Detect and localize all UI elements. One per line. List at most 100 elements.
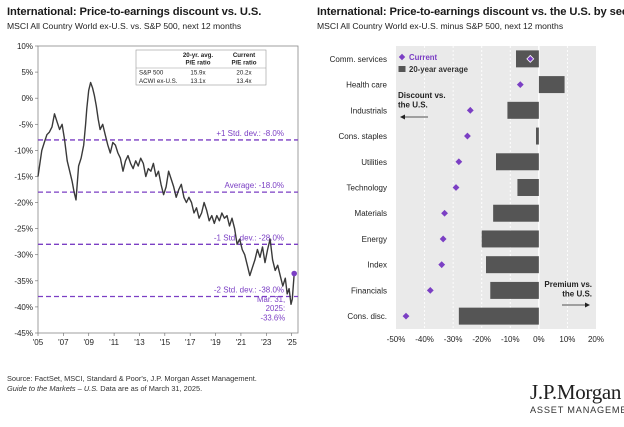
source-note: Source: FactSet, MSCI, Standard & Poor's…	[7, 374, 257, 383]
sector-discount-bar-chart: -50% -40% -30% -20% -10% 0% 10% 20% Comm. servic…	[330, 46, 604, 344]
endpoint-label: Mar. 31,	[257, 295, 285, 304]
x-tick-label: '25	[286, 338, 297, 347]
current-marker	[455, 158, 463, 166]
x-tick-label: -50%	[387, 335, 406, 344]
endpoint-label: -33.6%	[260, 313, 285, 322]
category-label: Cons. staples	[339, 132, 387, 141]
current-marker	[516, 81, 524, 88]
category-label: Health care	[346, 81, 387, 90]
y-tick-label: -35%	[14, 277, 33, 286]
y-tick-label: -45%	[14, 329, 33, 338]
category-label: Energy	[362, 235, 387, 244]
pe-table-header: Current	[233, 52, 255, 59]
y-tick-label: -30%	[14, 251, 33, 260]
average-bar	[496, 153, 539, 171]
left-chart-subtitle: MSCI All Country World ex-U.S. vs. S&P 5…	[7, 21, 242, 31]
category-label: Utilities	[361, 158, 387, 167]
average-bar	[536, 127, 539, 145]
y-tick-label: -15%	[14, 172, 33, 181]
x-tick-label: '09	[84, 338, 95, 347]
right-chart-subtitle: MSCI All Country World ex-U.S. minus S&P…	[317, 21, 564, 31]
x-tick-label: -30%	[444, 335, 463, 344]
current-marker	[426, 287, 434, 294]
current-marker	[452, 184, 460, 191]
category-label: Financials	[351, 286, 387, 295]
x-tick-label: '23	[261, 338, 272, 347]
right-chart-title: International: Price-to-earnings discoun…	[317, 6, 624, 18]
x-tick-label: '07	[58, 338, 69, 347]
premium-annotation: the U.S.	[562, 290, 592, 299]
average-bar	[490, 281, 539, 299]
pe-discount-line-chart: 10% 5% 0% -5% -10% -15% -20% -25% -30% -35% -40% -4…	[14, 42, 299, 347]
guide-note: Guide to the Markets – U.S. Data are as …	[7, 384, 257, 394]
y-tick-label: -5%	[19, 120, 33, 129]
current-marker	[438, 261, 446, 269]
y-tick-label: 5%	[21, 68, 33, 77]
x-tick-label: 0%	[533, 335, 545, 344]
y-tick-label: 10%	[17, 42, 33, 51]
reference-line-label: +1 Std. dev.: -8.0%	[216, 129, 284, 138]
x-tick-label: -40%	[415, 335, 434, 344]
x-tick-label: '13	[134, 338, 145, 347]
average-bar	[538, 76, 565, 94]
endpoint-label: 2025:	[266, 304, 286, 313]
legend-average-label: 20-year average	[409, 65, 469, 74]
category-label: Industrials	[351, 106, 387, 115]
discount-annotation: the U.S.	[398, 101, 428, 110]
guide-date: Data are as of March 31, 2025.	[98, 384, 203, 393]
category-label: Comm. services	[330, 55, 387, 64]
average-bar	[517, 179, 539, 196]
x-tick-label: '05	[33, 338, 44, 347]
current-marker	[439, 235, 447, 243]
legend-current-label: Current	[409, 53, 438, 62]
pe-table-cell: 20.2x	[236, 69, 252, 76]
premium-annotation: Premium vs.	[544, 280, 592, 289]
y-tick-label: -40%	[14, 303, 33, 312]
reference-line-label: Average: -18.0%	[225, 181, 284, 190]
y-tick-label: -20%	[14, 199, 33, 208]
legend-average-swatch	[398, 66, 406, 72]
x-tick-label: -10%	[501, 335, 520, 344]
current-marker	[466, 106, 474, 114]
average-bar	[458, 307, 539, 325]
logo-subline: ASSET MANAGEMENT	[530, 405, 624, 415]
average-bar	[493, 204, 539, 222]
plot-area	[396, 46, 596, 329]
average-bar	[507, 101, 539, 119]
jpmorgan-logo: J.P.Morgan ASSET MANAGEMENT	[530, 380, 624, 415]
category-label: Cons. disc.	[347, 312, 387, 321]
x-tick-label: '15	[160, 338, 171, 347]
logo-wordmark: J.P.Morgan	[530, 380, 622, 404]
current-marker	[441, 209, 448, 217]
x-tick-label: 20%	[588, 335, 604, 344]
y-tick-label: -25%	[14, 225, 33, 234]
x-tick-label: 10%	[559, 335, 575, 344]
legend-current-swatch	[398, 53, 406, 61]
series-line	[37, 81, 295, 305]
pe-table-cell: 15.9x	[190, 69, 206, 76]
x-tick-label: '19	[210, 338, 221, 347]
pe-table-header: P/E ratio	[185, 60, 210, 67]
category-label: Technology	[347, 184, 387, 193]
x-tick-label: -20%	[472, 335, 491, 344]
pe-table-cell: 13.4x	[236, 78, 252, 85]
footnote: Source: FactSet, MSCI, Standard & Poor's…	[7, 374, 257, 394]
pe-table-cell: 13.1x	[190, 78, 206, 85]
reference-line-label: -1 Std. dev.: -28.0%	[214, 233, 284, 242]
pe-table-frame	[135, 49, 267, 86]
discount-annotation: Discount vs.	[398, 91, 446, 100]
pe-table-header: 20-yr. avg.	[183, 52, 214, 59]
pe-table-row-label: ACWI ex-U.S.	[139, 78, 178, 85]
current-marker	[402, 312, 410, 320]
left-chart-title: International: Price-to-earnings discoun…	[7, 6, 262, 18]
pe-table-header: P/E ratio	[231, 60, 256, 67]
x-tick-label: '17	[185, 338, 196, 347]
category-label: Materials	[355, 209, 387, 218]
plot-area	[37, 45, 299, 334]
endpoint-marker	[291, 270, 297, 277]
average-bar	[486, 256, 539, 274]
category-label: Index	[367, 261, 387, 270]
current-marker	[526, 54, 535, 63]
average-bar	[481, 230, 539, 248]
